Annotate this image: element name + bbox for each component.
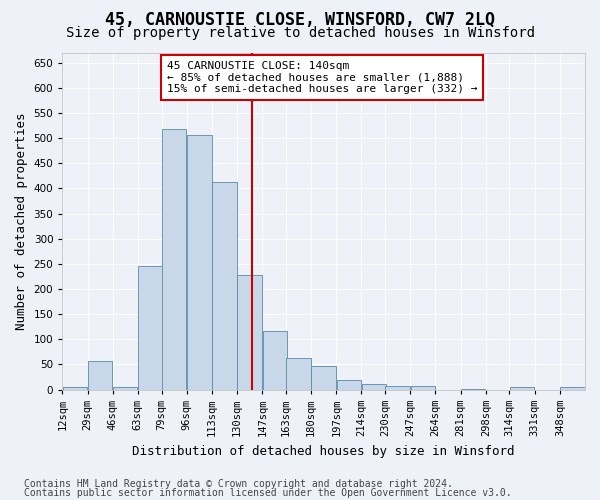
- Bar: [113, 387, 137, 390]
- Text: Contains HM Land Registry data © Crown copyright and database right 2024.: Contains HM Land Registry data © Crown c…: [24, 479, 453, 489]
- Bar: [286, 358, 311, 390]
- Bar: [337, 380, 361, 390]
- Bar: [138, 266, 163, 390]
- Bar: [410, 386, 435, 390]
- Text: 45 CARNOUSTIE CLOSE: 140sqm
← 85% of detached houses are smaller (1,888)
15% of : 45 CARNOUSTIE CLOSE: 140sqm ← 85% of det…: [167, 61, 478, 94]
- Bar: [461, 388, 485, 390]
- Text: Size of property relative to detached houses in Winsford: Size of property relative to detached ho…: [65, 26, 535, 40]
- Bar: [362, 384, 386, 390]
- Bar: [63, 387, 87, 390]
- Bar: [385, 386, 410, 390]
- Bar: [162, 130, 187, 390]
- Text: 45, CARNOUSTIE CLOSE, WINSFORD, CW7 2LQ: 45, CARNOUSTIE CLOSE, WINSFORD, CW7 2LQ: [105, 11, 495, 29]
- X-axis label: Distribution of detached houses by size in Winsford: Distribution of detached houses by size …: [133, 444, 515, 458]
- Bar: [311, 366, 336, 390]
- Bar: [263, 332, 287, 390]
- Bar: [187, 134, 212, 390]
- Text: Contains public sector information licensed under the Open Government Licence v3: Contains public sector information licen…: [24, 488, 512, 498]
- Bar: [238, 275, 262, 390]
- Bar: [560, 386, 584, 390]
- Y-axis label: Number of detached properties: Number of detached properties: [15, 112, 28, 330]
- Bar: [88, 361, 112, 390]
- Bar: [212, 182, 236, 390]
- Bar: [510, 386, 534, 390]
